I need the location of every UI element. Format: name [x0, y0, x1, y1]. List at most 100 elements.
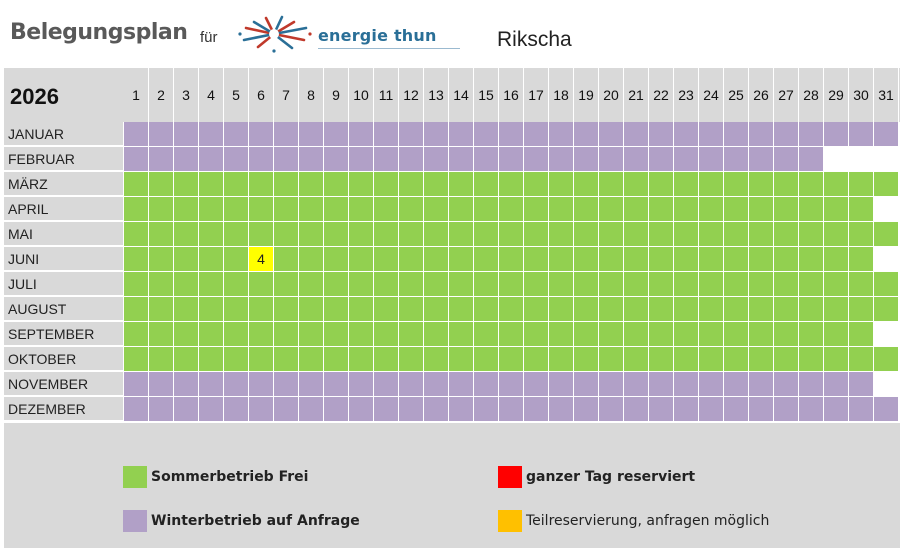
day-cell[interactable] — [524, 272, 549, 297]
day-cell[interactable] — [224, 272, 249, 297]
day-cell[interactable] — [374, 397, 399, 422]
day-cell[interactable] — [424, 272, 449, 297]
day-cell[interactable] — [499, 297, 524, 322]
day-cell[interactable] — [749, 222, 774, 247]
day-cell[interactable] — [349, 172, 374, 197]
day-cell[interactable] — [499, 247, 524, 272]
day-cell[interactable] — [149, 197, 174, 222]
day-cell[interactable] — [424, 322, 449, 347]
day-cell[interactable] — [324, 322, 349, 347]
day-cell[interactable] — [374, 197, 399, 222]
day-cell[interactable] — [674, 372, 699, 397]
day-cell[interactable] — [824, 222, 849, 247]
day-cell[interactable] — [474, 222, 499, 247]
day-cell[interactable] — [249, 272, 274, 297]
day-cell[interactable] — [849, 222, 874, 247]
day-cell[interactable] — [574, 297, 599, 322]
day-cell[interactable] — [849, 322, 874, 347]
day-cell[interactable] — [699, 322, 724, 347]
day-cell[interactable] — [524, 247, 549, 272]
day-cell[interactable] — [324, 147, 349, 172]
day-cell[interactable] — [399, 322, 424, 347]
day-cell[interactable] — [674, 322, 699, 347]
day-cell[interactable] — [574, 247, 599, 272]
day-cell[interactable] — [174, 347, 199, 372]
day-cell[interactable] — [174, 247, 199, 272]
day-cell[interactable] — [499, 372, 524, 397]
day-cell[interactable] — [124, 272, 149, 297]
day-cell[interactable] — [249, 397, 274, 422]
day-cell[interactable] — [249, 297, 274, 322]
day-cell[interactable] — [624, 147, 649, 172]
day-cell[interactable] — [349, 147, 374, 172]
day-cell[interactable] — [374, 297, 399, 322]
day-cell[interactable] — [324, 222, 349, 247]
day-cell[interactable] — [174, 122, 199, 147]
day-cell[interactable] — [199, 122, 224, 147]
day-cell[interactable] — [474, 147, 499, 172]
day-cell[interactable] — [674, 347, 699, 372]
day-cell[interactable] — [149, 372, 174, 397]
day-cell[interactable] — [649, 397, 674, 422]
day-cell[interactable] — [274, 347, 299, 372]
day-cell[interactable] — [699, 172, 724, 197]
day-cell[interactable] — [674, 172, 699, 197]
day-cell[interactable] — [124, 397, 149, 422]
day-cell[interactable] — [449, 272, 474, 297]
day-cell[interactable] — [549, 347, 574, 372]
day-cell[interactable] — [499, 272, 524, 297]
day-cell[interactable] — [599, 122, 624, 147]
day-cell[interactable] — [174, 272, 199, 297]
day-cell[interactable] — [349, 197, 374, 222]
day-cell[interactable]: 4 — [249, 247, 274, 272]
day-cell[interactable] — [224, 372, 249, 397]
day-cell[interactable] — [624, 297, 649, 322]
day-cell[interactable] — [649, 297, 674, 322]
day-cell[interactable] — [824, 172, 849, 197]
day-cell[interactable] — [524, 372, 549, 397]
day-cell[interactable] — [324, 297, 349, 322]
day-cell[interactable] — [374, 247, 399, 272]
day-cell[interactable] — [674, 147, 699, 172]
day-cell[interactable] — [549, 222, 574, 247]
day-cell[interactable] — [274, 147, 299, 172]
day-cell[interactable] — [699, 247, 724, 272]
day-cell[interactable] — [149, 172, 174, 197]
day-cell[interactable] — [474, 322, 499, 347]
day-cell[interactable] — [124, 347, 149, 372]
day-cell[interactable] — [474, 122, 499, 147]
day-cell[interactable] — [649, 122, 674, 147]
day-cell[interactable] — [374, 222, 399, 247]
day-cell[interactable] — [824, 322, 849, 347]
day-cell[interactable] — [449, 397, 474, 422]
day-cell[interactable] — [524, 122, 549, 147]
day-cell[interactable] — [499, 122, 524, 147]
day-cell[interactable] — [149, 397, 174, 422]
day-cell[interactable] — [174, 372, 199, 397]
day-cell[interactable] — [499, 172, 524, 197]
day-cell[interactable] — [274, 222, 299, 247]
day-cell[interactable] — [724, 222, 749, 247]
day-cell[interactable] — [449, 147, 474, 172]
day-cell[interactable] — [624, 372, 649, 397]
day-cell[interactable] — [749, 272, 774, 297]
day-cell[interactable] — [424, 372, 449, 397]
day-cell[interactable] — [149, 272, 174, 297]
day-cell[interactable] — [149, 347, 174, 372]
day-cell[interactable] — [399, 172, 424, 197]
day-cell[interactable] — [724, 347, 749, 372]
day-cell[interactable] — [749, 247, 774, 272]
day-cell[interactable] — [574, 372, 599, 397]
day-cell[interactable] — [249, 222, 274, 247]
day-cell[interactable] — [499, 222, 524, 247]
day-cell[interactable] — [849, 397, 874, 422]
day-cell[interactable] — [224, 147, 249, 172]
day-cell[interactable] — [749, 397, 774, 422]
day-cell[interactable] — [149, 147, 174, 172]
day-cell[interactable] — [524, 222, 549, 247]
day-cell[interactable] — [874, 297, 899, 322]
day-cell[interactable] — [224, 172, 249, 197]
day-cell[interactable] — [774, 147, 799, 172]
day-cell[interactable] — [849, 297, 874, 322]
day-cell[interactable] — [799, 247, 824, 272]
